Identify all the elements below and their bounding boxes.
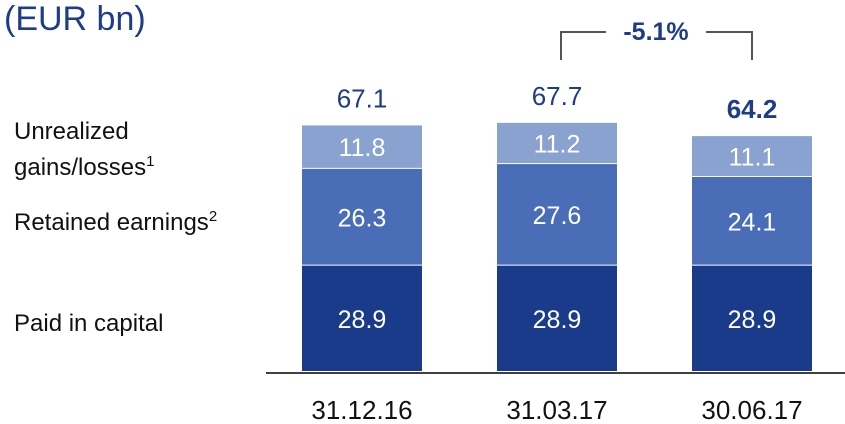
x-tick-label: 30.06.17	[701, 395, 802, 424]
bar-segment	[692, 176, 812, 265]
total-label: 67.1	[337, 83, 388, 113]
segment-value-label: 28.9	[728, 306, 777, 334]
segment-value-label: 11.8	[339, 134, 386, 162]
change-label: -5.1%	[623, 18, 688, 46]
legend-unrealized-gains-line2: gains/losses1	[14, 153, 154, 181]
bar-segment	[302, 265, 422, 371]
bar-segment	[302, 168, 422, 265]
bar-segment	[497, 265, 617, 371]
segment-value-label: 11.1	[729, 144, 776, 172]
segment-value-label: 26.3	[338, 204, 387, 232]
bar-segment	[497, 122, 617, 164]
bar-segment	[497, 164, 617, 265]
segment-value-label: 28.9	[338, 306, 387, 334]
segment-value-label: 28.9	[533, 306, 582, 334]
legend-paid-in-capital: Paid in capital	[14, 310, 163, 337]
segment-value-label: 27.6	[533, 202, 582, 230]
change-bracket	[560, 31, 753, 60]
bar-segment	[692, 265, 812, 371]
unit-label: (EUR bn)	[4, 0, 146, 38]
total-label: 64.2	[727, 94, 778, 124]
bar-segment	[692, 136, 812, 176]
total-label: 67.7	[532, 81, 583, 111]
legend: Unrealized gains/losses1 Retained earnin…	[14, 118, 217, 337]
legend-unrealized-gains: Unrealized	[14, 118, 129, 145]
segment-value-label: 11.2	[534, 130, 581, 158]
x-tick-label: 31.12.16	[311, 395, 412, 424]
bar-segment	[302, 125, 422, 168]
segment-value-label: 24.1	[728, 208, 777, 236]
x-tick-label: 31.03.17	[506, 395, 607, 424]
bars: 28.9 26.3 11.8 67.1 31.12.16 28.9 27.6 11.2 67.7…	[302, 81, 812, 424]
legend-retained-earnings: Retained earnings2	[14, 208, 217, 236]
